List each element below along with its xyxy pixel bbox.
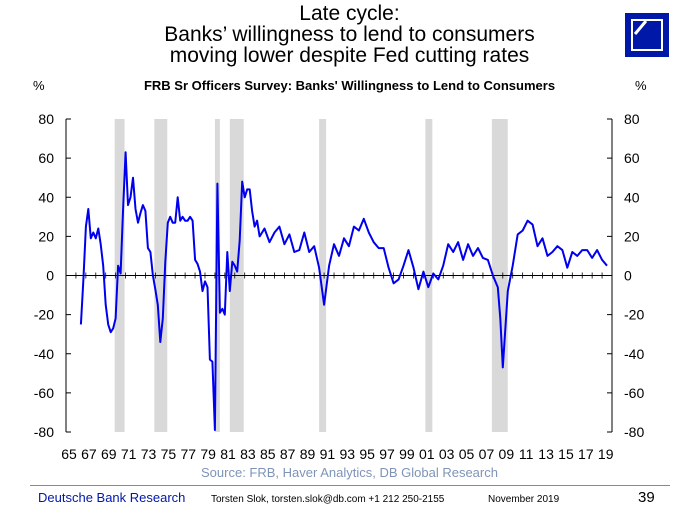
y-axis-unit-left: % [33,78,45,93]
y-tick-label-left: 80 [38,111,54,127]
x-tick-label: 81 [220,446,236,462]
y-tick-label-right: 20 [624,228,640,244]
headline-line-1: Late cycle: [299,2,400,25]
x-tick-label: 95 [359,446,375,462]
deutsche-bank-logo-icon [625,13,669,57]
tick-labels: 80 80 60 60 40 40 20 20 0 0 -20 -20 -40 -40 -60 -60 -80 -… [34,111,645,462]
x-tick-label: 07 [479,446,495,462]
y-tick-label-right: 40 [624,189,640,205]
x-tick-label: 03 [439,446,455,462]
chart-axes [65,118,613,433]
x-tick-label: 73 [141,446,157,462]
y-tick-label-left: 40 [38,189,54,205]
y-tick-label-left: 20 [38,228,54,244]
x-tick-label: 69 [101,446,117,462]
headline-line-3: moving lower despite Fed cutting rates [169,44,530,67]
x-tick-label: 75 [161,446,177,462]
x-tick-label: 13 [538,446,554,462]
series-line-group [79,151,608,431]
x-tick-label: 11 [519,446,534,462]
x-tick-label: 15 [558,446,574,462]
y-tick-label-right: 0 [624,268,632,284]
y-tick-label-left: -40 [34,346,54,362]
series-line [79,151,608,431]
x-tick-label: 67 [81,446,97,462]
logo-frame [631,19,663,51]
x-tick-label: 65 [61,446,77,462]
x-tick-label: 19 [598,446,614,462]
source-note: Source: FRB, Haver Analytics, DB Global … [201,465,498,480]
line-chart: 80 80 60 60 40 40 20 20 0 0 -20 -20 -40 -40 -60 -60 -80 -… [34,111,645,462]
x-tick-label: 01 [419,446,435,462]
x-tick-label: 83 [240,446,256,462]
y-axis-unit-right: % [635,78,647,93]
y-tick-label-left: -20 [34,307,54,323]
y-tick-label-right: -60 [624,385,644,401]
footer-contact: Torsten Slok, torsten.slok@db.com +1 212… [211,494,445,505]
footer-brand: Deutsche Bank Research [38,490,186,505]
y-tick-label-left: 60 [38,150,54,166]
y-tick-label-left: 0 [46,268,54,284]
y-tick-label-right: 80 [624,111,640,127]
y-tick-label-right: -40 [624,346,644,362]
footer-divider [30,485,670,486]
y-tick-label-right: -20 [624,307,644,323]
x-tick-label: 09 [499,446,515,462]
x-tick-label: 77 [180,446,196,462]
x-tick-label: 87 [280,446,296,462]
y-tick-label-right: -80 [624,424,644,440]
chart-title: FRB Sr Officers Survey: Banks' Willingne… [143,78,556,93]
x-tick-label: 05 [459,446,475,462]
x-tick-label: 97 [379,446,395,462]
y-tick-label-left: -60 [34,385,54,401]
headline-line-2: Banks’ willingness to lend to consumers [164,23,535,46]
x-tick-label: 93 [340,446,356,462]
footer-date: November 2019 [488,494,560,505]
x-tick-label: 91 [320,446,336,462]
page-number: 39 [638,489,655,506]
x-tick-label: 99 [399,446,415,462]
y-tick-label-right: 60 [624,150,640,166]
x-tick-label: 85 [260,446,276,462]
x-tick-label: 79 [200,446,216,462]
x-tick-label: 89 [300,446,316,462]
y-tick-label-left: -80 [34,424,54,440]
x-tick-label: 71 [121,446,137,462]
x-tick-label: 17 [578,446,594,462]
